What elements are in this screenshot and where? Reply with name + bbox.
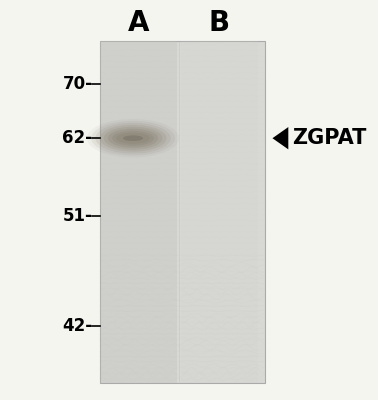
Text: B: B — [209, 9, 230, 37]
Bar — [99, 40, 177, 383]
Text: ZGPAT: ZGPAT — [293, 128, 367, 148]
Text: A: A — [128, 9, 149, 37]
Text: 62-: 62- — [62, 129, 93, 147]
Ellipse shape — [112, 131, 154, 146]
Ellipse shape — [116, 133, 150, 144]
Bar — [181, 40, 258, 383]
Ellipse shape — [91, 121, 175, 156]
Polygon shape — [273, 127, 288, 149]
Bar — [99, 40, 265, 383]
Ellipse shape — [104, 127, 163, 150]
Ellipse shape — [99, 125, 167, 152]
Ellipse shape — [123, 136, 143, 141]
Text: 51-: 51- — [63, 207, 93, 225]
Ellipse shape — [108, 129, 158, 148]
Ellipse shape — [87, 119, 179, 158]
Text: 42-: 42- — [62, 316, 93, 334]
Text: 70-: 70- — [62, 76, 93, 94]
Ellipse shape — [95, 123, 171, 154]
